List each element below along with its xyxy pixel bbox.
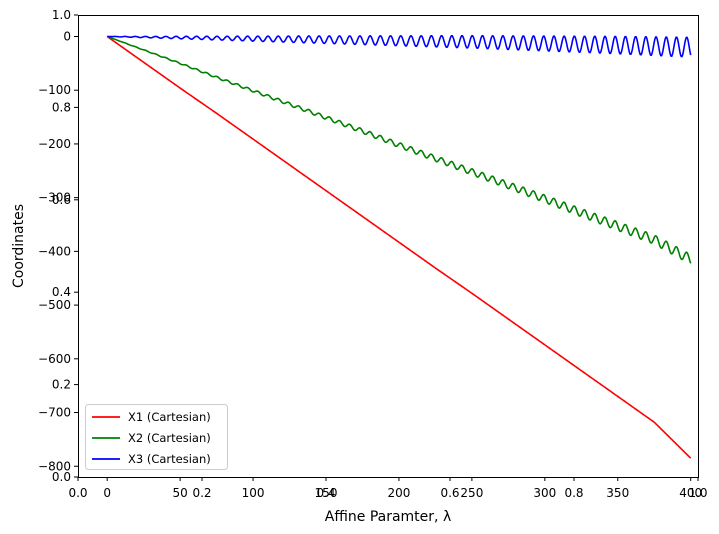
axes-frame: [78, 15, 699, 478]
x-tick-label: 350: [606, 486, 629, 500]
y-tick-label: 0: [63, 29, 71, 43]
series-line-x1: [106, 35, 692, 459]
overlay-y-tick-label: 1.0: [52, 8, 71, 22]
x-tick-label: 0: [103, 486, 111, 500]
y-tick-label: −600: [38, 352, 71, 366]
legend: X1 (Cartesian) X2 (Cartesian) X3 (Cartesia…: [85, 404, 228, 470]
overlay-y-tick-label: 0.0: [52, 470, 71, 484]
plot-area: [106, 34, 692, 459]
legend-label: X2 (Cartesian): [128, 431, 211, 445]
legend-frame: [85, 404, 228, 470]
y-tick-label: −300: [38, 191, 71, 205]
x-tick-label: 200: [387, 486, 410, 500]
overlay-x-tick-label: 0.0: [68, 486, 87, 500]
x-tick-label: 250: [460, 486, 483, 500]
x-tick-label: 150: [315, 486, 338, 500]
overlay-x-tick-label: 0.2: [192, 486, 211, 500]
y-tick-label: −800: [38, 459, 71, 473]
y-tick-label: −100: [38, 83, 71, 97]
x-tick-label: 50: [172, 486, 187, 500]
x-axis-label: Affine Paramter, λ: [325, 509, 451, 525]
y-axis: 0 −100 −200 −300 −400 −500 −600 −700 −800: [38, 29, 78, 473]
y-tick-label: −400: [38, 244, 71, 258]
y-tick-label: −200: [38, 137, 71, 151]
y-tick-label: −500: [38, 298, 71, 312]
x-tick-label: 300: [533, 486, 556, 500]
overlay-x-tick-label: 0.6: [440, 486, 459, 500]
overlay-y-tick-label: 0.2: [52, 378, 71, 392]
overlay-y-tick-label: 0.4: [52, 285, 71, 299]
x-tick-label: 400: [679, 486, 702, 500]
x-tick-label: 100: [242, 486, 265, 500]
legend-label: X1 (Cartesian): [128, 410, 211, 424]
overlay-x-tick-label: 0.4: [316, 486, 335, 500]
overlay-x-tick-label: 0.8: [564, 486, 583, 500]
series-line-x3: [107, 34, 692, 58]
overlay-y-tick-label: 0.8: [52, 100, 71, 114]
overlay-x-tick-label: 1.0: [688, 486, 707, 500]
y-tick-label: −700: [38, 406, 71, 420]
y-axis-label: Coordinates: [11, 204, 27, 288]
series-line-x2: [106, 35, 692, 264]
overlay-y-axis: 0.0 0.2 0.4 0.6 0.8 1.0: [52, 8, 78, 484]
overlay-y-tick-label: 0.6: [52, 193, 71, 207]
x-axis: 0 50 100 150 200 250 300 350 400: [103, 477, 702, 500]
overlay-x-axis: 0.0 0.2 0.4 0.6 0.8 1.0: [68, 477, 708, 500]
legend-label: X3 (Cartesian): [128, 452, 211, 466]
